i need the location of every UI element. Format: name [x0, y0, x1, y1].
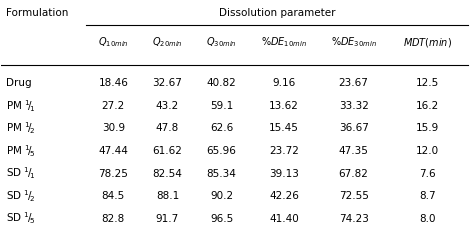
Text: $MDT(min)$: $MDT(min)$	[403, 36, 452, 49]
Text: 84.5: 84.5	[102, 190, 125, 200]
Text: 32.67: 32.67	[153, 78, 182, 88]
Text: 67.82: 67.82	[339, 168, 369, 178]
Text: 82.54: 82.54	[153, 168, 182, 178]
Text: 33.32: 33.32	[339, 101, 369, 110]
Text: 91.7: 91.7	[156, 213, 179, 223]
Text: 40.82: 40.82	[207, 78, 237, 88]
Text: 90.2: 90.2	[210, 190, 233, 200]
Text: 65.96: 65.96	[207, 145, 237, 155]
Text: 18.46: 18.46	[99, 78, 128, 88]
Text: SD $\mathregular{^1\!/\!_5}$: SD $\mathregular{^1\!/\!_5}$	[6, 210, 35, 225]
Text: 62.6: 62.6	[210, 123, 233, 133]
Text: $Q_{20min}$: $Q_{20min}$	[152, 35, 183, 49]
Text: 8.0: 8.0	[419, 213, 436, 223]
Text: 15.9: 15.9	[416, 123, 439, 133]
Text: 42.26: 42.26	[269, 190, 299, 200]
Text: 23.67: 23.67	[339, 78, 369, 88]
Text: PM $\mathregular{^1\!/\!_1}$: PM $\mathregular{^1\!/\!_1}$	[6, 98, 36, 113]
Text: 47.8: 47.8	[156, 123, 179, 133]
Text: Formulation: Formulation	[6, 7, 68, 18]
Text: 15.45: 15.45	[269, 123, 299, 133]
Text: 8.7: 8.7	[419, 190, 436, 200]
Text: 88.1: 88.1	[156, 190, 179, 200]
Text: 13.62: 13.62	[269, 101, 299, 110]
Text: $Q_{10min}$: $Q_{10min}$	[98, 35, 128, 49]
Text: 47.44: 47.44	[99, 145, 128, 155]
Text: 78.25: 78.25	[99, 168, 128, 178]
Text: $Q_{30min}$: $Q_{30min}$	[206, 35, 237, 49]
Text: 7.6: 7.6	[419, 168, 436, 178]
Text: PM $\mathregular{^1\!/\!_5}$: PM $\mathregular{^1\!/\!_5}$	[6, 143, 36, 158]
Text: SD $\mathregular{^1\!/\!_1}$: SD $\mathregular{^1\!/\!_1}$	[6, 165, 35, 181]
Text: 74.23: 74.23	[339, 213, 369, 223]
Text: 23.72: 23.72	[269, 145, 299, 155]
Text: PM $\mathregular{^1\!/\!_2}$: PM $\mathregular{^1\!/\!_2}$	[6, 120, 36, 136]
Text: 27.2: 27.2	[102, 101, 125, 110]
Text: 41.40: 41.40	[269, 213, 299, 223]
Text: 61.62: 61.62	[153, 145, 182, 155]
Text: $\%DE_{10min}$: $\%DE_{10min}$	[261, 35, 307, 49]
Text: 59.1: 59.1	[210, 101, 233, 110]
Text: 85.34: 85.34	[207, 168, 237, 178]
Text: 16.2: 16.2	[416, 101, 439, 110]
Text: $\%DE_{30min}$: $\%DE_{30min}$	[331, 35, 377, 49]
Text: 36.67: 36.67	[339, 123, 369, 133]
Text: 30.9: 30.9	[102, 123, 125, 133]
Text: 9.16: 9.16	[273, 78, 296, 88]
Text: 96.5: 96.5	[210, 213, 233, 223]
Text: 47.35: 47.35	[339, 145, 369, 155]
Text: SD $\mathregular{^1\!/\!_2}$: SD $\mathregular{^1\!/\!_2}$	[6, 187, 35, 203]
Text: Dissolution parameter: Dissolution parameter	[219, 7, 335, 18]
Text: 39.13: 39.13	[269, 168, 299, 178]
Text: 72.55: 72.55	[339, 190, 369, 200]
Text: 82.8: 82.8	[102, 213, 125, 223]
Text: 12.0: 12.0	[416, 145, 439, 155]
Text: 12.5: 12.5	[416, 78, 439, 88]
Text: 43.2: 43.2	[156, 101, 179, 110]
Text: Drug: Drug	[6, 78, 32, 88]
